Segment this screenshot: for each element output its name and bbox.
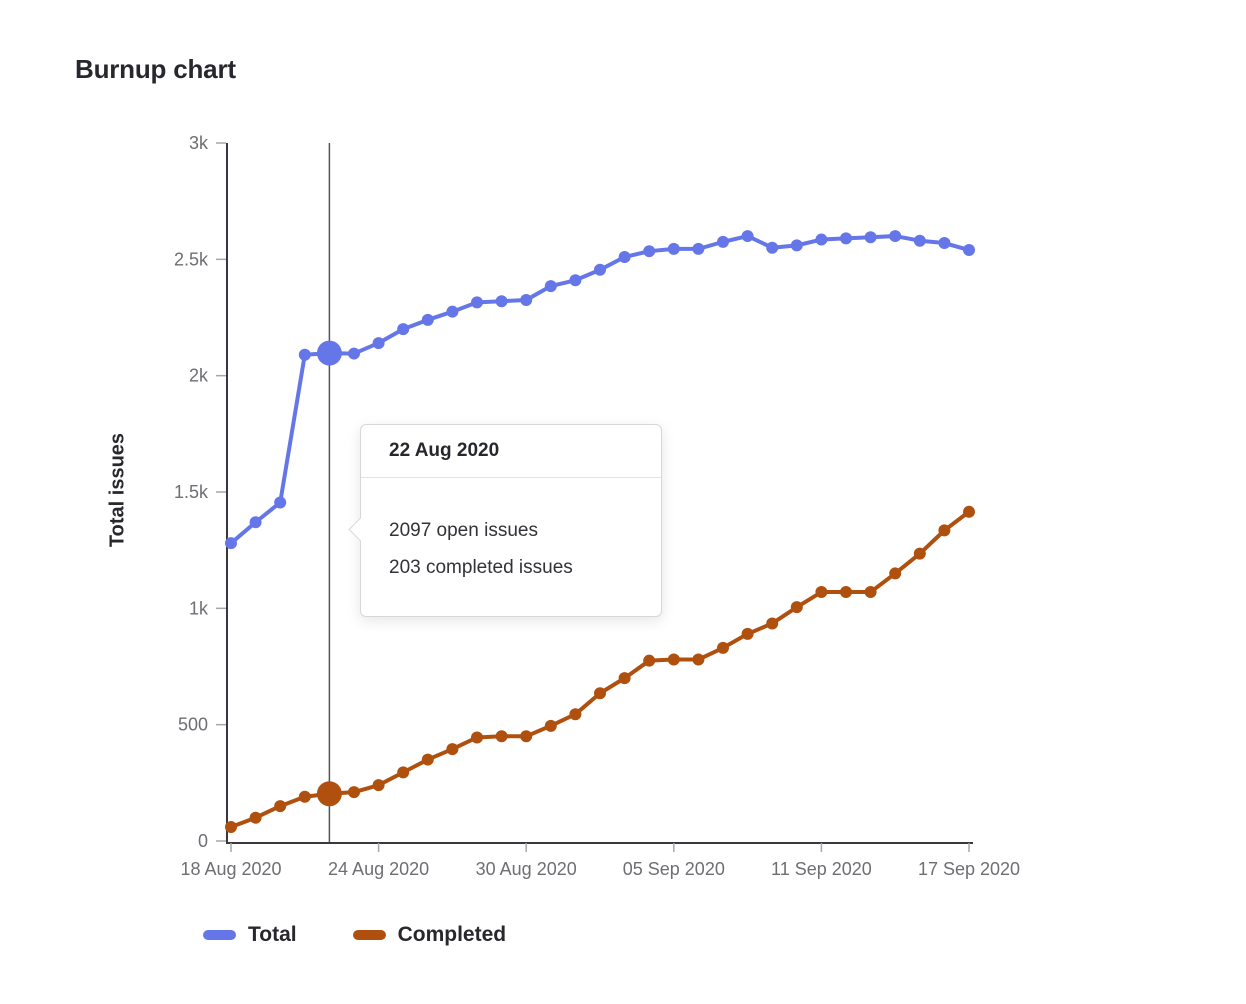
total-series-point[interactable]	[274, 496, 287, 509]
total-series-point[interactable]	[249, 516, 262, 529]
total-series-swatch-icon	[203, 930, 236, 940]
tooltip-date: 22 Aug 2020	[361, 425, 661, 478]
y-axis-tick-label: 2k	[189, 366, 209, 386]
completed-series-point[interactable]	[913, 547, 926, 560]
completed-series-point[interactable]	[938, 524, 951, 537]
completed-series-point[interactable]	[667, 653, 680, 666]
total-series-point[interactable]	[348, 347, 360, 360]
completed-series-point[interactable]	[815, 586, 828, 599]
legend-item-completed[interactable]: Completed	[352, 923, 507, 947]
completed-series-point[interactable]	[249, 811, 262, 824]
completed-series-point[interactable]	[741, 627, 754, 640]
total-series-point[interactable]	[766, 241, 779, 254]
total-series-point[interactable]	[717, 235, 729, 248]
completed-series-point[interactable]	[495, 730, 508, 743]
completed-series-point[interactable]	[643, 654, 656, 667]
total-series-point[interactable]	[495, 295, 508, 308]
tooltip-completed-issues: 203 completed issues	[389, 557, 573, 578]
x-axis-tick-label: 30 Aug 2020	[476, 859, 577, 879]
total-series-point[interactable]	[421, 313, 434, 326]
x-axis-tick-label: 05 Sep 2020	[623, 859, 725, 879]
x-axis-tick-label: 11 Sep 2020	[771, 859, 872, 879]
total-series-point[interactable]	[471, 296, 483, 309]
legend-label-total: Total	[248, 923, 297, 946]
completed-series-point[interactable]	[963, 505, 975, 518]
total-series-point[interactable]	[938, 237, 951, 250]
total-series-point[interactable]	[618, 251, 631, 264]
x-axis-tick-label: 24 Aug 2020	[328, 859, 429, 879]
completed-series-point[interactable]	[692, 653, 705, 666]
total-series-point[interactable]	[372, 337, 385, 350]
tooltip-open-issues: 2097 open issues	[389, 520, 538, 541]
total-series-point[interactable]	[692, 242, 705, 255]
completed-series-point[interactable]	[397, 766, 410, 779]
total-series-point[interactable]	[963, 244, 975, 257]
total-series-point[interactable]	[544, 280, 557, 293]
total-series-point[interactable]	[741, 230, 754, 243]
completed-series-point[interactable]	[471, 731, 483, 744]
completed-series-point[interactable]	[618, 672, 631, 685]
total-series-point[interactable]	[397, 323, 410, 336]
y-axis-tick-label: 1.5k	[174, 482, 209, 502]
completed-series-swatch-icon	[352, 930, 386, 940]
completed-series-point[interactable]	[372, 779, 385, 792]
total-series-point[interactable]	[569, 274, 582, 287]
total-series-point[interactable]	[594, 263, 606, 276]
total-series-highlight-point[interactable]	[316, 340, 342, 366]
legend-item-total[interactable]: Total	[203, 923, 297, 947]
completed-series-point[interactable]	[544, 719, 557, 732]
completed-series-point[interactable]	[520, 730, 533, 743]
completed-series-point[interactable]	[569, 708, 582, 721]
total-series-point[interactable]	[225, 537, 237, 550]
x-axis-tick-label: 18 Aug 2020	[180, 859, 281, 879]
completed-series-point[interactable]	[717, 641, 729, 654]
completed-series-point[interactable]	[421, 753, 434, 766]
completed-series-point[interactable]	[594, 687, 606, 700]
completed-series-point[interactable]	[298, 790, 311, 803]
axis-lines	[226, 143, 973, 844]
tooltip-body: 2097 open issues 203 completed issues	[361, 478, 661, 616]
completed-series-point[interactable]	[790, 601, 803, 614]
page-title: Burnup chart	[75, 54, 236, 84]
total-series-point[interactable]	[790, 239, 803, 252]
total-series-point[interactable]	[667, 242, 680, 255]
total-series-point[interactable]	[446, 305, 459, 318]
completed-series-point[interactable]	[840, 586, 852, 599]
total-series-point[interactable]	[864, 231, 877, 244]
completed-series-point[interactable]	[864, 586, 877, 599]
total-series-point[interactable]	[520, 294, 533, 307]
legend-label-completed: Completed	[397, 923, 507, 946]
completed-series-point[interactable]	[225, 821, 237, 834]
y-axis-tick-label: 0	[198, 831, 208, 851]
y-axis-tick-label: 2.5k	[174, 249, 209, 269]
total-series-point[interactable]	[298, 348, 311, 361]
y-axis-tick-label: 1k	[189, 598, 209, 618]
total-series-point[interactable]	[840, 232, 852, 245]
total-series-point[interactable]	[913, 234, 926, 247]
completed-series-point[interactable]	[446, 743, 459, 756]
y-axis-tick-label: 500	[178, 715, 208, 735]
x-axis-tick-label: 17 Sep 2020	[918, 859, 1020, 879]
completed-series-highlight-point[interactable]	[316, 781, 342, 807]
completed-series-point[interactable]	[766, 617, 779, 630]
total-series-point[interactable]	[815, 233, 828, 246]
total-series-point[interactable]	[889, 230, 902, 243]
chart-legend: Total Completed	[203, 918, 506, 952]
completed-series-point[interactable]	[274, 800, 287, 813]
total-series-point[interactable]	[643, 245, 656, 258]
chart-tooltip: 22 Aug 2020 2097 open issues 203 complet…	[348, 424, 662, 617]
y-axis-tick-label: 3k	[189, 133, 209, 153]
completed-series-point[interactable]	[348, 786, 360, 799]
completed-series-point[interactable]	[889, 567, 902, 580]
